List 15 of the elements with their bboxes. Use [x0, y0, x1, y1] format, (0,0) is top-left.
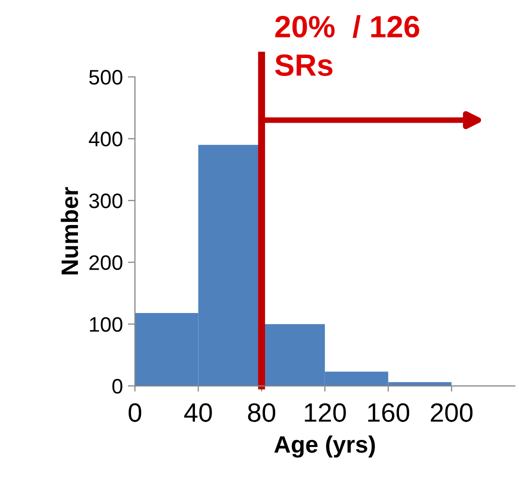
x-tick-label: 200	[430, 403, 473, 422]
y-tick-label: 500	[89, 70, 122, 85]
y-tick-label: 0	[112, 378, 122, 394]
x-tick-label: 80	[248, 403, 276, 422]
x-tick-label: 40	[184, 403, 212, 422]
x-axis-title: Age (yrs)	[274, 435, 375, 458]
x-tick-label: 0	[128, 403, 142, 422]
y-axis-title: Number	[60, 187, 78, 274]
y-tick-label: 200	[89, 255, 122, 270]
y-tick-label: 100	[90, 317, 122, 332]
x-tick-label: 160	[368, 403, 410, 422]
y-tick-label: 300	[89, 193, 122, 208]
y-tick-label: 400	[88, 132, 122, 146]
ref-line-label: 20% / 126 SRs	[275, 15, 420, 76]
x-tick-label: 120	[304, 403, 346, 422]
